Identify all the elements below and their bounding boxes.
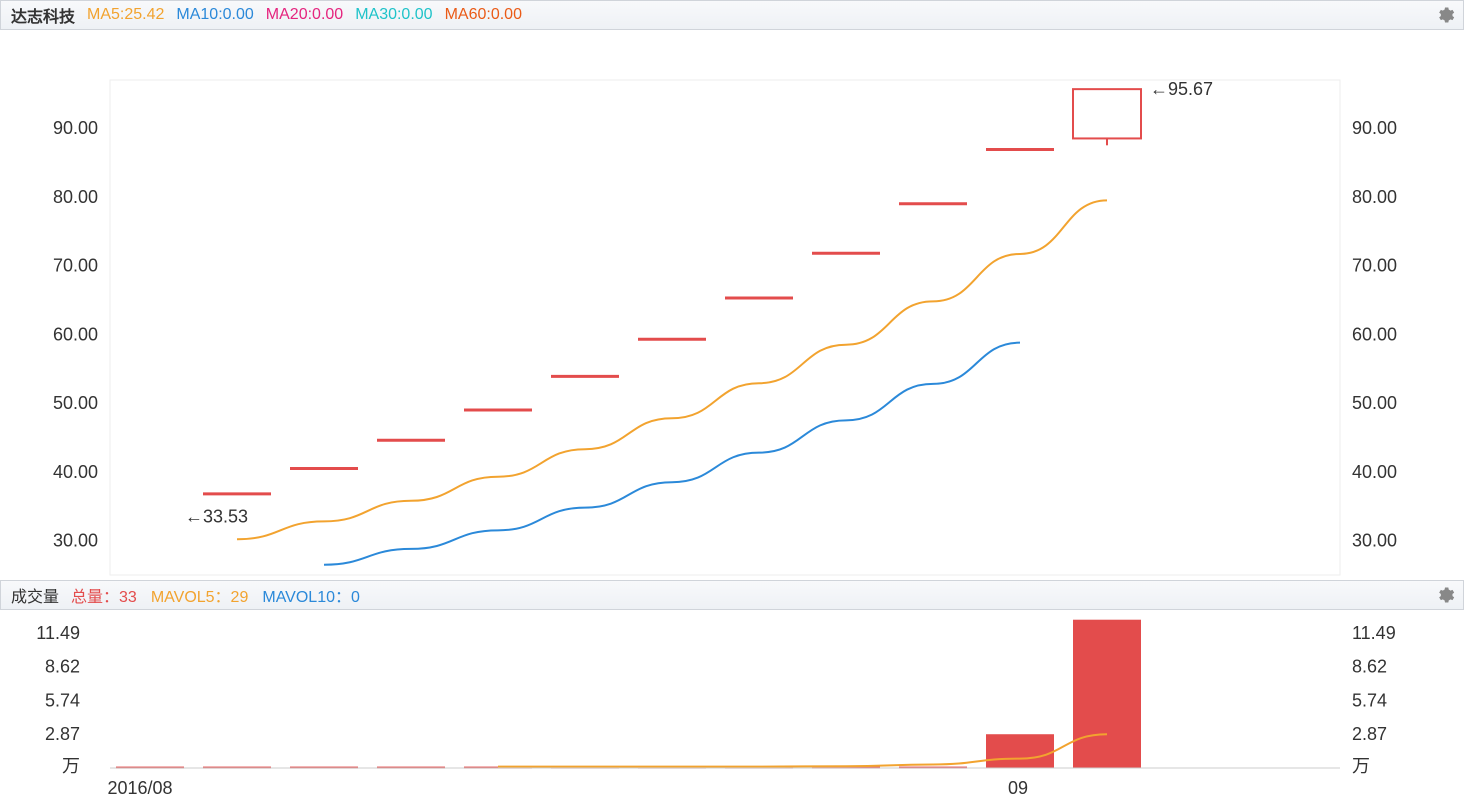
svg-text:2.87: 2.87 — [1352, 724, 1387, 744]
svg-text:2.87: 2.87 — [45, 724, 80, 744]
svg-text:2016/08: 2016/08 — [107, 778, 172, 798]
svg-text:30.00: 30.00 — [53, 531, 98, 551]
svg-text:09: 09 — [1008, 778, 1028, 798]
svg-text:40.00: 40.00 — [53, 462, 98, 482]
svg-text:5.74: 5.74 — [1352, 690, 1387, 710]
svg-text:40.00: 40.00 — [1352, 462, 1397, 482]
svg-text:万: 万 — [1352, 756, 1370, 776]
svg-text:80.00: 80.00 — [1352, 187, 1397, 207]
svg-text:50.00: 50.00 — [53, 393, 98, 413]
price-chart[interactable]: 30.00 30.00 40.00 40.00 50.00 50.00 60.00 60.00… — [0, 30, 1464, 580]
volume-header: 成交量 总量：33 MAVOL5：29 MAVOL10：0 — [0, 580, 1464, 610]
stock-title: 达志科技 — [11, 3, 75, 27]
svg-text:80.00: 80.00 — [53, 187, 98, 207]
ma-indicator: MA60:0.00 — [445, 6, 522, 23]
ma-indicator: MA5:25.42 — [87, 6, 164, 23]
gear-icon[interactable] — [1435, 585, 1455, 605]
svg-text:90.00: 90.00 — [1352, 118, 1397, 138]
svg-text:8.62: 8.62 — [45, 657, 80, 677]
svg-text:11.49: 11.49 — [1352, 623, 1396, 643]
vol-indicator: 总量：33 — [71, 589, 137, 606]
ma-indicator: MA20:0.00 — [266, 6, 343, 23]
ma-indicator: MA30:0.00 — [355, 6, 432, 23]
svg-text:70.00: 70.00 — [1352, 256, 1397, 276]
svg-text:←33.53: ←33.53 — [185, 506, 248, 526]
svg-text:30.00: 30.00 — [1352, 531, 1397, 551]
svg-text:90.00: 90.00 — [53, 118, 98, 138]
svg-text:70.00: 70.00 — [53, 256, 98, 276]
vol-indicator: MAVOL5：29 — [151, 589, 249, 606]
price-header: 达志科技 MA5:25.42 MA10:0.00 MA20:0.00 MA30:0.0… — [0, 0, 1464, 30]
svg-text:万: 万 — [62, 756, 80, 776]
svg-text:5.74: 5.74 — [45, 690, 80, 710]
svg-text:11.49: 11.49 — [36, 623, 80, 643]
svg-text:8.62: 8.62 — [1352, 657, 1387, 677]
vol-indicator: MAVOL10：0 — [262, 589, 360, 606]
volume-chart[interactable]: 2.87 2.87 5.74 5.74 8.62 8.62 11.49 11.49 万 万 2016… — [0, 610, 1464, 804]
ma-indicator: MA10:0.00 — [176, 6, 253, 23]
svg-text:60.00: 60.00 — [53, 324, 98, 344]
volume-title: 成交量 — [11, 583, 59, 607]
svg-text:←95.67: ←95.67 — [1150, 79, 1213, 99]
svg-text:60.00: 60.00 — [1352, 324, 1397, 344]
gear-icon[interactable] — [1435, 5, 1455, 25]
svg-text:50.00: 50.00 — [1352, 393, 1397, 413]
